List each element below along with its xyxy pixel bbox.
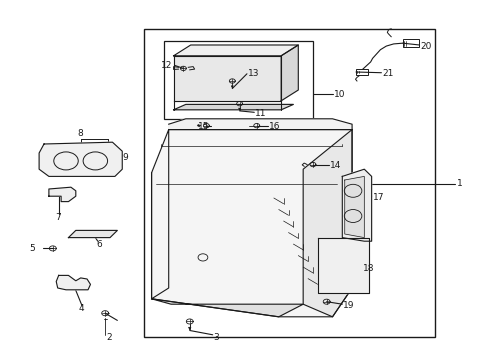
Polygon shape (317, 238, 368, 293)
Bar (355, 69, 367, 75)
Text: 3: 3 (213, 333, 219, 342)
Bar (163, 41, 312, 119)
Text: 8: 8 (77, 130, 83, 139)
Text: 11: 11 (255, 109, 266, 118)
Text: 13: 13 (248, 69, 260, 78)
Text: 21: 21 (382, 69, 393, 78)
Polygon shape (151, 130, 168, 299)
Text: 14: 14 (329, 161, 340, 170)
Polygon shape (173, 45, 298, 56)
Text: 10: 10 (333, 90, 345, 99)
Text: 15: 15 (198, 122, 209, 131)
Polygon shape (173, 56, 281, 101)
Text: 4: 4 (78, 304, 84, 313)
Polygon shape (49, 187, 76, 202)
Text: 1: 1 (456, 179, 462, 188)
Polygon shape (281, 45, 298, 101)
Text: 16: 16 (268, 122, 280, 131)
Polygon shape (68, 230, 117, 238)
Polygon shape (344, 176, 364, 238)
Text: 18: 18 (362, 264, 374, 273)
Text: 17: 17 (372, 193, 384, 202)
Text: 7: 7 (55, 213, 61, 222)
Bar (144, 29, 434, 337)
Polygon shape (168, 119, 351, 130)
Polygon shape (151, 299, 303, 317)
Polygon shape (151, 130, 351, 317)
Text: 20: 20 (420, 42, 431, 51)
Bar (402, 39, 418, 47)
Text: 5: 5 (29, 244, 35, 253)
Text: 2: 2 (106, 333, 112, 342)
Text: 6: 6 (97, 240, 102, 248)
Text: 9: 9 (122, 153, 128, 162)
Polygon shape (39, 142, 122, 176)
Text: 19: 19 (343, 301, 354, 310)
Polygon shape (303, 130, 351, 317)
Polygon shape (56, 275, 90, 290)
Polygon shape (342, 169, 371, 241)
Text: 12: 12 (161, 61, 172, 70)
Polygon shape (173, 104, 293, 110)
